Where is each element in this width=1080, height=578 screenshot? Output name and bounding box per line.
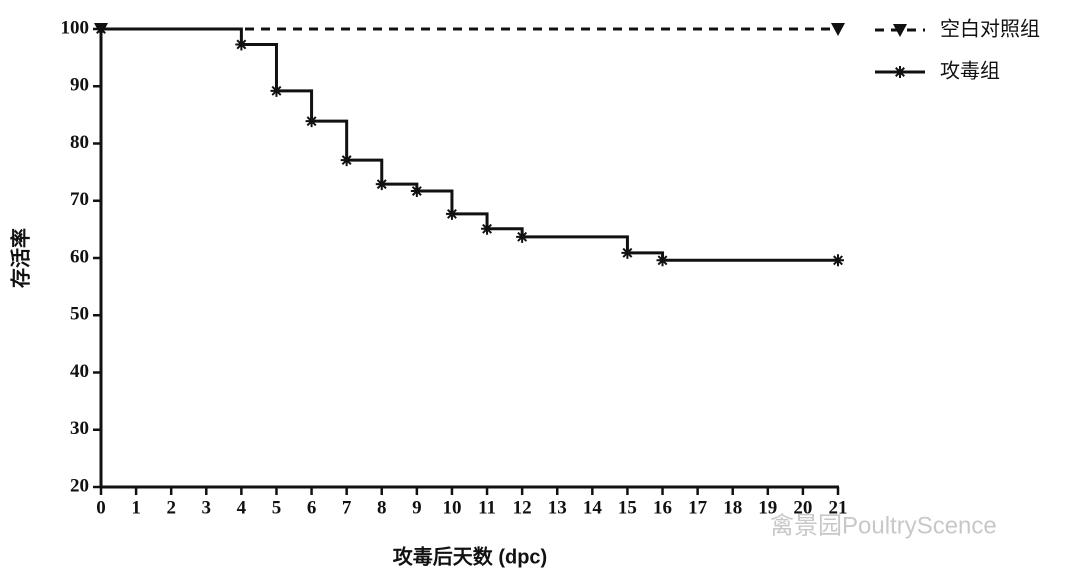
y-tick-label: 40 (70, 361, 89, 382)
x-tick-label: 19 (758, 497, 777, 518)
x-tick-label: 4 (237, 497, 247, 518)
step-segment (346, 158, 384, 185)
x-tick-label: 5 (272, 497, 282, 518)
marker (656, 254, 669, 267)
y-tick-label: 50 (70, 304, 89, 325)
y-tick-label: 60 (70, 246, 89, 267)
marker (621, 246, 634, 259)
x-tick-label: 2 (166, 497, 176, 518)
step-segment (381, 182, 419, 192)
y-tick-label: 30 (70, 418, 89, 439)
y-tick-label: 80 (70, 132, 89, 153)
y-tick-label: 100 (61, 17, 90, 38)
marker (832, 254, 844, 267)
x-tick-label: 21 (829, 497, 848, 518)
marker (340, 154, 353, 167)
marker (95, 23, 107, 35)
step-segment (627, 251, 665, 261)
x-tick-label: 3 (202, 497, 212, 518)
marker (516, 230, 529, 243)
y-tick-label: 20 (70, 475, 89, 496)
x-tick-label: 15 (618, 497, 637, 518)
x-tick-label: 14 (583, 497, 603, 518)
marker (270, 84, 283, 97)
x-tick-label: 20 (793, 497, 812, 518)
x-tick-label: 7 (342, 497, 352, 518)
x-tick-label: 9 (412, 497, 422, 518)
step-segment (101, 27, 243, 45)
x-tick-label: 13 (548, 497, 567, 518)
x-tick-label: 12 (513, 497, 532, 518)
x-tick-label: 1 (131, 497, 141, 518)
x-tick-label: 10 (442, 497, 461, 518)
marker (410, 185, 423, 198)
step-segment (416, 189, 454, 214)
legend-label: 攻毒组 (940, 59, 1000, 82)
x-tick-label: 11 (478, 497, 496, 518)
y-axis-label: 存活率 (8, 228, 32, 288)
x-axis-label: 攻毒后天数 (dpc) (393, 544, 547, 568)
legend-marker (894, 66, 906, 78)
watermark: 禽景园PoultryScence (770, 512, 997, 539)
marker (831, 23, 845, 36)
y-tick-label: 90 (70, 75, 89, 96)
step-segment (522, 235, 629, 253)
step-segment (311, 119, 349, 161)
x-tick-label: 16 (653, 497, 672, 518)
step-segment (451, 212, 489, 229)
marker (375, 178, 388, 191)
legend-label: 空白对照组 (940, 17, 1040, 40)
step-segment (276, 89, 314, 122)
x-tick-label: 8 (377, 497, 387, 518)
step-segment (487, 227, 524, 237)
marker (445, 207, 458, 220)
x-tick-label: 0 (96, 497, 106, 518)
marker (481, 222, 494, 235)
marker (235, 38, 248, 51)
marker (305, 115, 318, 128)
x-tick-label: 6 (307, 497, 317, 518)
step-segment (241, 42, 278, 91)
x-tick-label: 17 (688, 497, 708, 518)
x-tick-label: 18 (723, 497, 742, 518)
legend-marker (893, 24, 907, 37)
y-tick-label: 70 (70, 189, 89, 210)
